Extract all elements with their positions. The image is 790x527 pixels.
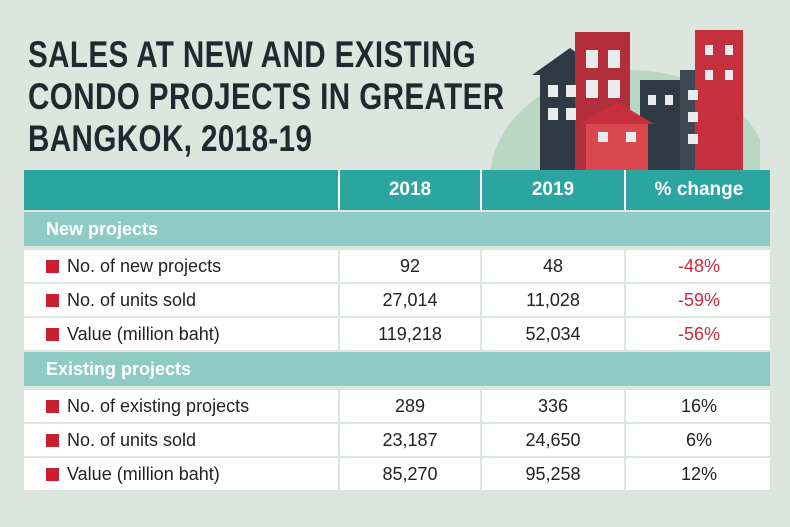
table-cell: 336	[480, 390, 624, 422]
section-row: Existing projects	[24, 352, 770, 386]
table-cell: -56%	[624, 318, 772, 350]
bullet	[46, 259, 59, 273]
table-row: Value (million baht) 85,270 95,258 12%	[24, 458, 770, 490]
header-cell: % change	[624, 170, 772, 210]
bullet	[46, 433, 59, 447]
table-cell: 119,218	[338, 318, 480, 350]
table-row: No. of new projects 92 48 -48%	[24, 250, 770, 282]
label-text: No. of existing projects	[67, 395, 250, 416]
header-row: 2018 2019% change	[24, 170, 770, 210]
section-row: New projects	[24, 212, 770, 246]
table-cell: 95,258	[480, 458, 624, 490]
row-label: Value (million baht)	[24, 458, 338, 490]
table-cell: -59%	[624, 284, 772, 316]
title-line: SALES AT NEW AND EXISTING	[28, 34, 476, 75]
table-cell: 23,187	[338, 424, 480, 456]
table-cell: 48	[480, 250, 624, 282]
table-cell: 92	[338, 250, 480, 282]
illustration	[490, 30, 760, 170]
section-title: New projects	[46, 218, 159, 239]
table-cell: 27,014	[338, 284, 480, 316]
row-label: No. of existing projects	[24, 390, 338, 422]
row-label: No. of units sold	[24, 284, 338, 316]
table-cell: 12%	[624, 458, 772, 490]
table-cell: 11,028	[480, 284, 624, 316]
table-cell: 289	[338, 390, 480, 422]
header-cell	[24, 170, 338, 210]
label-text: No. of new projects	[67, 255, 222, 276]
table-row: No. of units sold 27,014 11,028 -59%	[24, 284, 770, 316]
bullet	[46, 327, 59, 341]
title-line: BANGKOK, 2018-19	[28, 118, 313, 159]
bullet	[46, 293, 59, 307]
label-text: Value (million baht)	[67, 463, 220, 484]
table-cell: 52,034	[480, 318, 624, 350]
row-label: No. of new projects	[24, 250, 338, 282]
label-text: No. of units sold	[67, 429, 197, 450]
table-row: No. of units sold 23,187 24,650 6%	[24, 424, 770, 456]
bullet	[46, 399, 59, 413]
label-text: Value (million baht)	[67, 323, 220, 344]
row-label: No. of units sold	[24, 424, 338, 456]
title: SALES AT NEW AND EXISTING CONDO PROJECTS …	[28, 34, 624, 160]
data-table: 2018 2019% change New projects No. of new p…	[24, 170, 770, 492]
row-label: Value (million baht)	[24, 318, 338, 350]
table-cell: 6%	[624, 424, 772, 456]
bullet	[46, 467, 59, 481]
table-cell: 24,650	[480, 424, 624, 456]
header-cell: 2019	[480, 170, 624, 210]
header-cell: 2018	[338, 170, 480, 210]
table-cell: 85,270	[338, 458, 480, 490]
table-cell: -48%	[624, 250, 772, 282]
table-row: No. of existing projects 289 336 16%	[24, 390, 770, 422]
table-cell: 16%	[624, 390, 772, 422]
table-row: Value (million baht) 119,218 52,034 -56%	[24, 318, 770, 350]
section-title: Existing projects	[46, 358, 192, 379]
title-line: CONDO PROJECTS IN GREATER	[28, 76, 505, 117]
label-text: No. of units sold	[67, 289, 197, 310]
